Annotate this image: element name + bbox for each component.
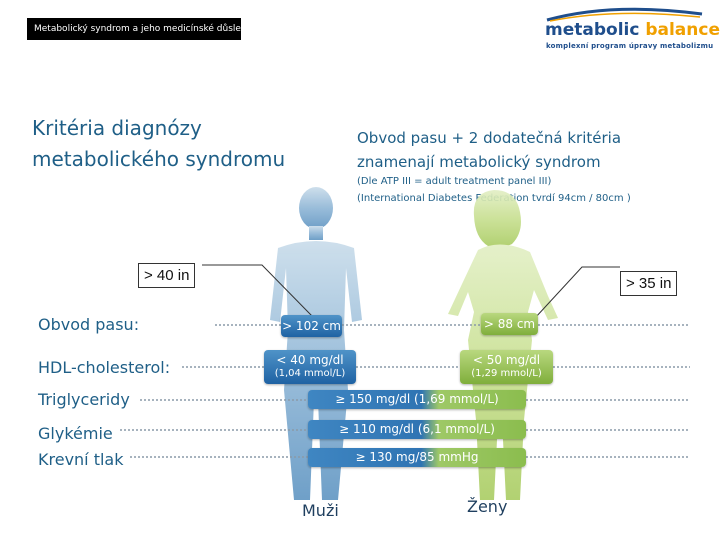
men-waist-badge: > 102 cm bbox=[281, 315, 342, 337]
header-bar: Metabolický syndrom a jeho medicínské dů… bbox=[27, 18, 241, 40]
women-hdl-value: < 50 mg/dl bbox=[472, 353, 541, 367]
metabolic-balance-logo: metabolic balance komplexní program úpra… bbox=[542, 6, 720, 54]
logo-word-balance: balance bbox=[645, 20, 720, 40]
glycemia-badge: ≥ 110 mg/dl (6,1 mmol/L) bbox=[308, 420, 526, 439]
slide-title: Kritéria diagnózy metabolického syndromu bbox=[32, 113, 332, 175]
label-triglycerides: Triglyceridy bbox=[38, 390, 130, 409]
label-hdl: HDL-cholesterol: bbox=[38, 358, 171, 377]
women-hdl-sub: (1,29 mmol/L) bbox=[471, 368, 542, 379]
guide-lines bbox=[120, 324, 690, 458]
criteria-heading-line2: znamenají metabolický syndrom bbox=[357, 153, 601, 171]
criteria-note-line1: (Dle ATP III = adult treatment panel III… bbox=[357, 176, 552, 187]
slide-title-line2: metabolického syndromu bbox=[32, 147, 286, 171]
criteria-heading-line1: Obvod pasu + 2 dodatečná kritéria bbox=[357, 129, 622, 147]
women-hdl-badge: < 50 mg/dl (1,29 mmol/L) bbox=[460, 350, 553, 384]
women-label: Ženy bbox=[467, 497, 508, 516]
men-waist-callout: > 40 in bbox=[138, 263, 196, 288]
men-hdl-badge: < 40 mg/dl (1,04 mmol/L) bbox=[264, 350, 356, 384]
men-hdl-sub: (1,04 mmol/L) bbox=[274, 368, 346, 379]
label-glycemia: Glykémie bbox=[38, 424, 113, 443]
logo-swoosh-icon bbox=[546, 7, 703, 22]
women-waist-badge: > 88 cm bbox=[481, 313, 538, 335]
men-hdl-value: < 40 mg/dl bbox=[276, 353, 344, 367]
slide-title-line1: Kritéria diagnózy bbox=[32, 116, 202, 140]
logo-tagline: komplexní program úpravy metabolizmu bbox=[546, 42, 714, 50]
criteria-heading: Obvod pasu + 2 dodatečná kritéria znamen… bbox=[357, 126, 697, 174]
label-blood-pressure: Krevní tlak bbox=[38, 450, 124, 469]
triglycerides-badge: ≥ 150 mg/dl (1,69 mmol/L) bbox=[308, 390, 526, 409]
blood-pressure-badge: ≥ 130 mg/85 mmHg bbox=[308, 448, 526, 467]
logo-word-metabolic: metabolic bbox=[545, 20, 640, 40]
label-waist: Obvod pasu: bbox=[38, 315, 140, 334]
header-title: Metabolický syndrom a jeho medicínské dů… bbox=[34, 24, 241, 34]
men-label: Muži bbox=[302, 501, 339, 520]
callout-lines bbox=[202, 264, 620, 319]
women-waist-callout: > 35 in bbox=[620, 271, 678, 296]
